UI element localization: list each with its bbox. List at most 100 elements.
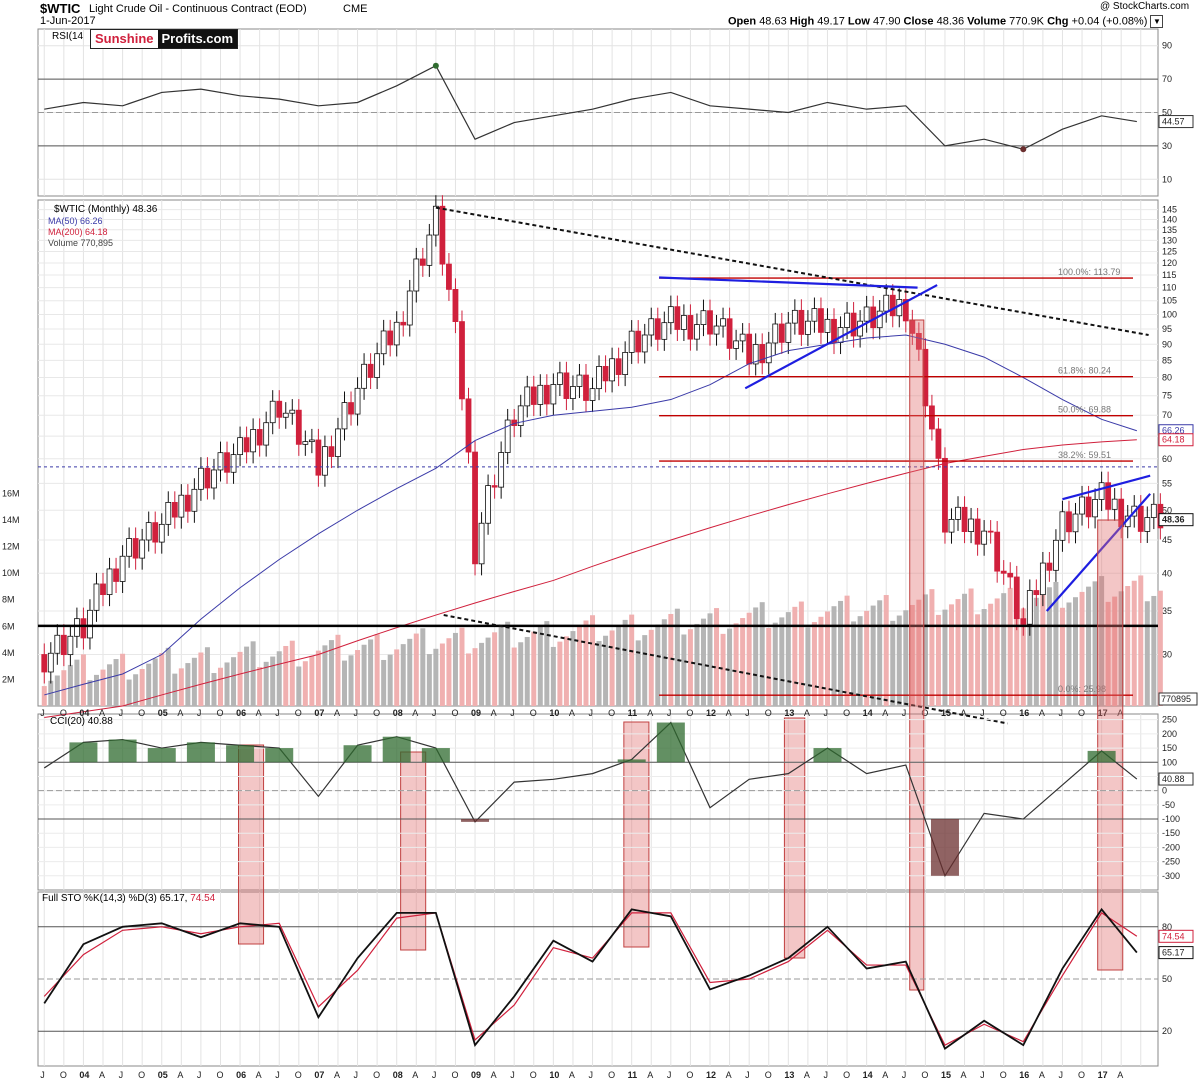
x-axis-label-bottom: J xyxy=(745,1070,750,1080)
x-axis-label-main: A xyxy=(256,708,262,718)
candle-body xyxy=(465,398,472,453)
volume-tick-label: 10M xyxy=(2,568,20,578)
candle-body xyxy=(335,428,341,457)
x-axis-label-bottom: 10 xyxy=(549,1070,559,1080)
open-label: Open xyxy=(728,15,757,28)
x-axis-label-bottom: J xyxy=(1058,1070,1063,1080)
volume-bar xyxy=(851,621,857,706)
volume-bar xyxy=(818,616,824,706)
sto-legend: Full STO %K(14,3) %D(3) 65.17, 74.54 xyxy=(42,893,215,904)
ohlc-bar: Open 48.63 High 49.17 Low 47.90 Close 48… xyxy=(728,15,1164,28)
candle-body xyxy=(393,321,400,346)
cci-tick-label: 150 xyxy=(1162,743,1177,753)
volume-bar xyxy=(831,606,837,706)
volume-bar xyxy=(857,616,863,706)
volume-bar xyxy=(838,600,844,706)
cci-oversold-fill xyxy=(930,819,959,876)
candle-body xyxy=(308,439,315,443)
candle-body xyxy=(139,539,146,559)
volume-bar xyxy=(877,600,883,706)
cci-overbought-fill xyxy=(656,722,685,763)
volume-bar xyxy=(929,589,935,706)
logo-part1: Sunshine xyxy=(91,30,158,48)
candle-body xyxy=(772,323,779,344)
close-value: 48.36 xyxy=(936,15,965,28)
candle-body xyxy=(726,318,733,349)
volume-last-value: 770895 xyxy=(1161,694,1191,704)
candle-body xyxy=(302,441,309,445)
volume-bar xyxy=(80,654,86,706)
candle-body xyxy=(322,446,328,476)
candle-body xyxy=(641,334,648,353)
price-tick-label: 35 xyxy=(1162,606,1172,616)
volume-bar xyxy=(583,620,589,706)
x-axis-label-main: 13 xyxy=(784,708,794,718)
volume-bar xyxy=(322,645,328,706)
candle-body xyxy=(361,363,367,389)
volume-bar xyxy=(740,618,746,706)
candle-body xyxy=(791,309,798,324)
fib-label: 61.8%: 80.24 xyxy=(1058,366,1111,376)
x-axis-label-main: O xyxy=(295,708,302,718)
volume-bar xyxy=(746,612,752,706)
x-axis-label-bottom: O xyxy=(608,1070,615,1080)
candle-body xyxy=(119,555,126,582)
price-tick-label: 30 xyxy=(1162,650,1172,660)
price-tick-label: 70 xyxy=(1162,410,1172,420)
candle-body xyxy=(152,522,159,543)
candle-body xyxy=(1066,511,1072,533)
sto-tick-label: 80 xyxy=(1162,922,1172,932)
volume-bar xyxy=(537,626,543,706)
volume-bar xyxy=(766,627,772,706)
volume-bar xyxy=(890,620,896,706)
candle-body xyxy=(269,400,276,424)
volume-bar xyxy=(1046,587,1052,706)
volume-tick-label: 14M xyxy=(2,515,20,525)
volume-bar xyxy=(524,636,530,706)
candle-body xyxy=(667,306,674,324)
sto-d-legend: 74.54 xyxy=(190,893,216,904)
candle-body xyxy=(785,322,792,343)
dropdown-icon[interactable]: ▼ xyxy=(1150,15,1164,28)
x-axis-label-bottom: O xyxy=(295,1070,302,1080)
logo-part2: Profits.com xyxy=(157,30,238,48)
volume-bar xyxy=(257,667,263,706)
x-axis-label-main: O xyxy=(1000,708,1007,718)
volume-bar xyxy=(270,656,276,706)
price-tick-label: 110 xyxy=(1162,283,1176,293)
candle-body xyxy=(47,652,54,673)
volume-bar xyxy=(759,602,765,706)
volume-bar xyxy=(1151,595,1157,706)
candle-body xyxy=(315,439,322,476)
ma200-last-box xyxy=(1158,433,1194,447)
volume-bar xyxy=(922,594,928,706)
volume-bar xyxy=(570,631,576,706)
volume-bar xyxy=(792,606,798,706)
volume-bar xyxy=(244,646,250,706)
high-value: 49.17 xyxy=(817,15,845,28)
candle-body xyxy=(171,501,178,518)
x-axis-label-main: 07 xyxy=(314,708,324,718)
wedge-upper-line xyxy=(1062,474,1151,501)
cci-overbought-fill xyxy=(813,748,842,763)
candle-body xyxy=(87,609,93,639)
volume-bar xyxy=(413,633,419,706)
candle-body xyxy=(380,330,387,355)
candle-body xyxy=(446,263,452,290)
cci-overbought-fill xyxy=(147,748,176,763)
x-axis-label-bottom: 12 xyxy=(706,1070,716,1080)
candle-body xyxy=(1013,576,1020,620)
volume-bar xyxy=(616,625,622,706)
candle-body xyxy=(602,366,609,382)
x-axis-label-main: J xyxy=(119,708,124,718)
price-tick-label: 140 xyxy=(1162,214,1177,224)
x-axis-label-main: 17 xyxy=(1098,708,1108,718)
x-axis-label-main: A xyxy=(491,708,497,718)
candle-body xyxy=(922,348,929,407)
volume-bar xyxy=(1059,607,1065,706)
volume-bar xyxy=(452,632,458,706)
x-axis-label-main: 06 xyxy=(236,708,246,718)
triangle-lower-line xyxy=(744,284,938,390)
volume-bar xyxy=(172,673,178,706)
candle-body xyxy=(472,451,478,565)
